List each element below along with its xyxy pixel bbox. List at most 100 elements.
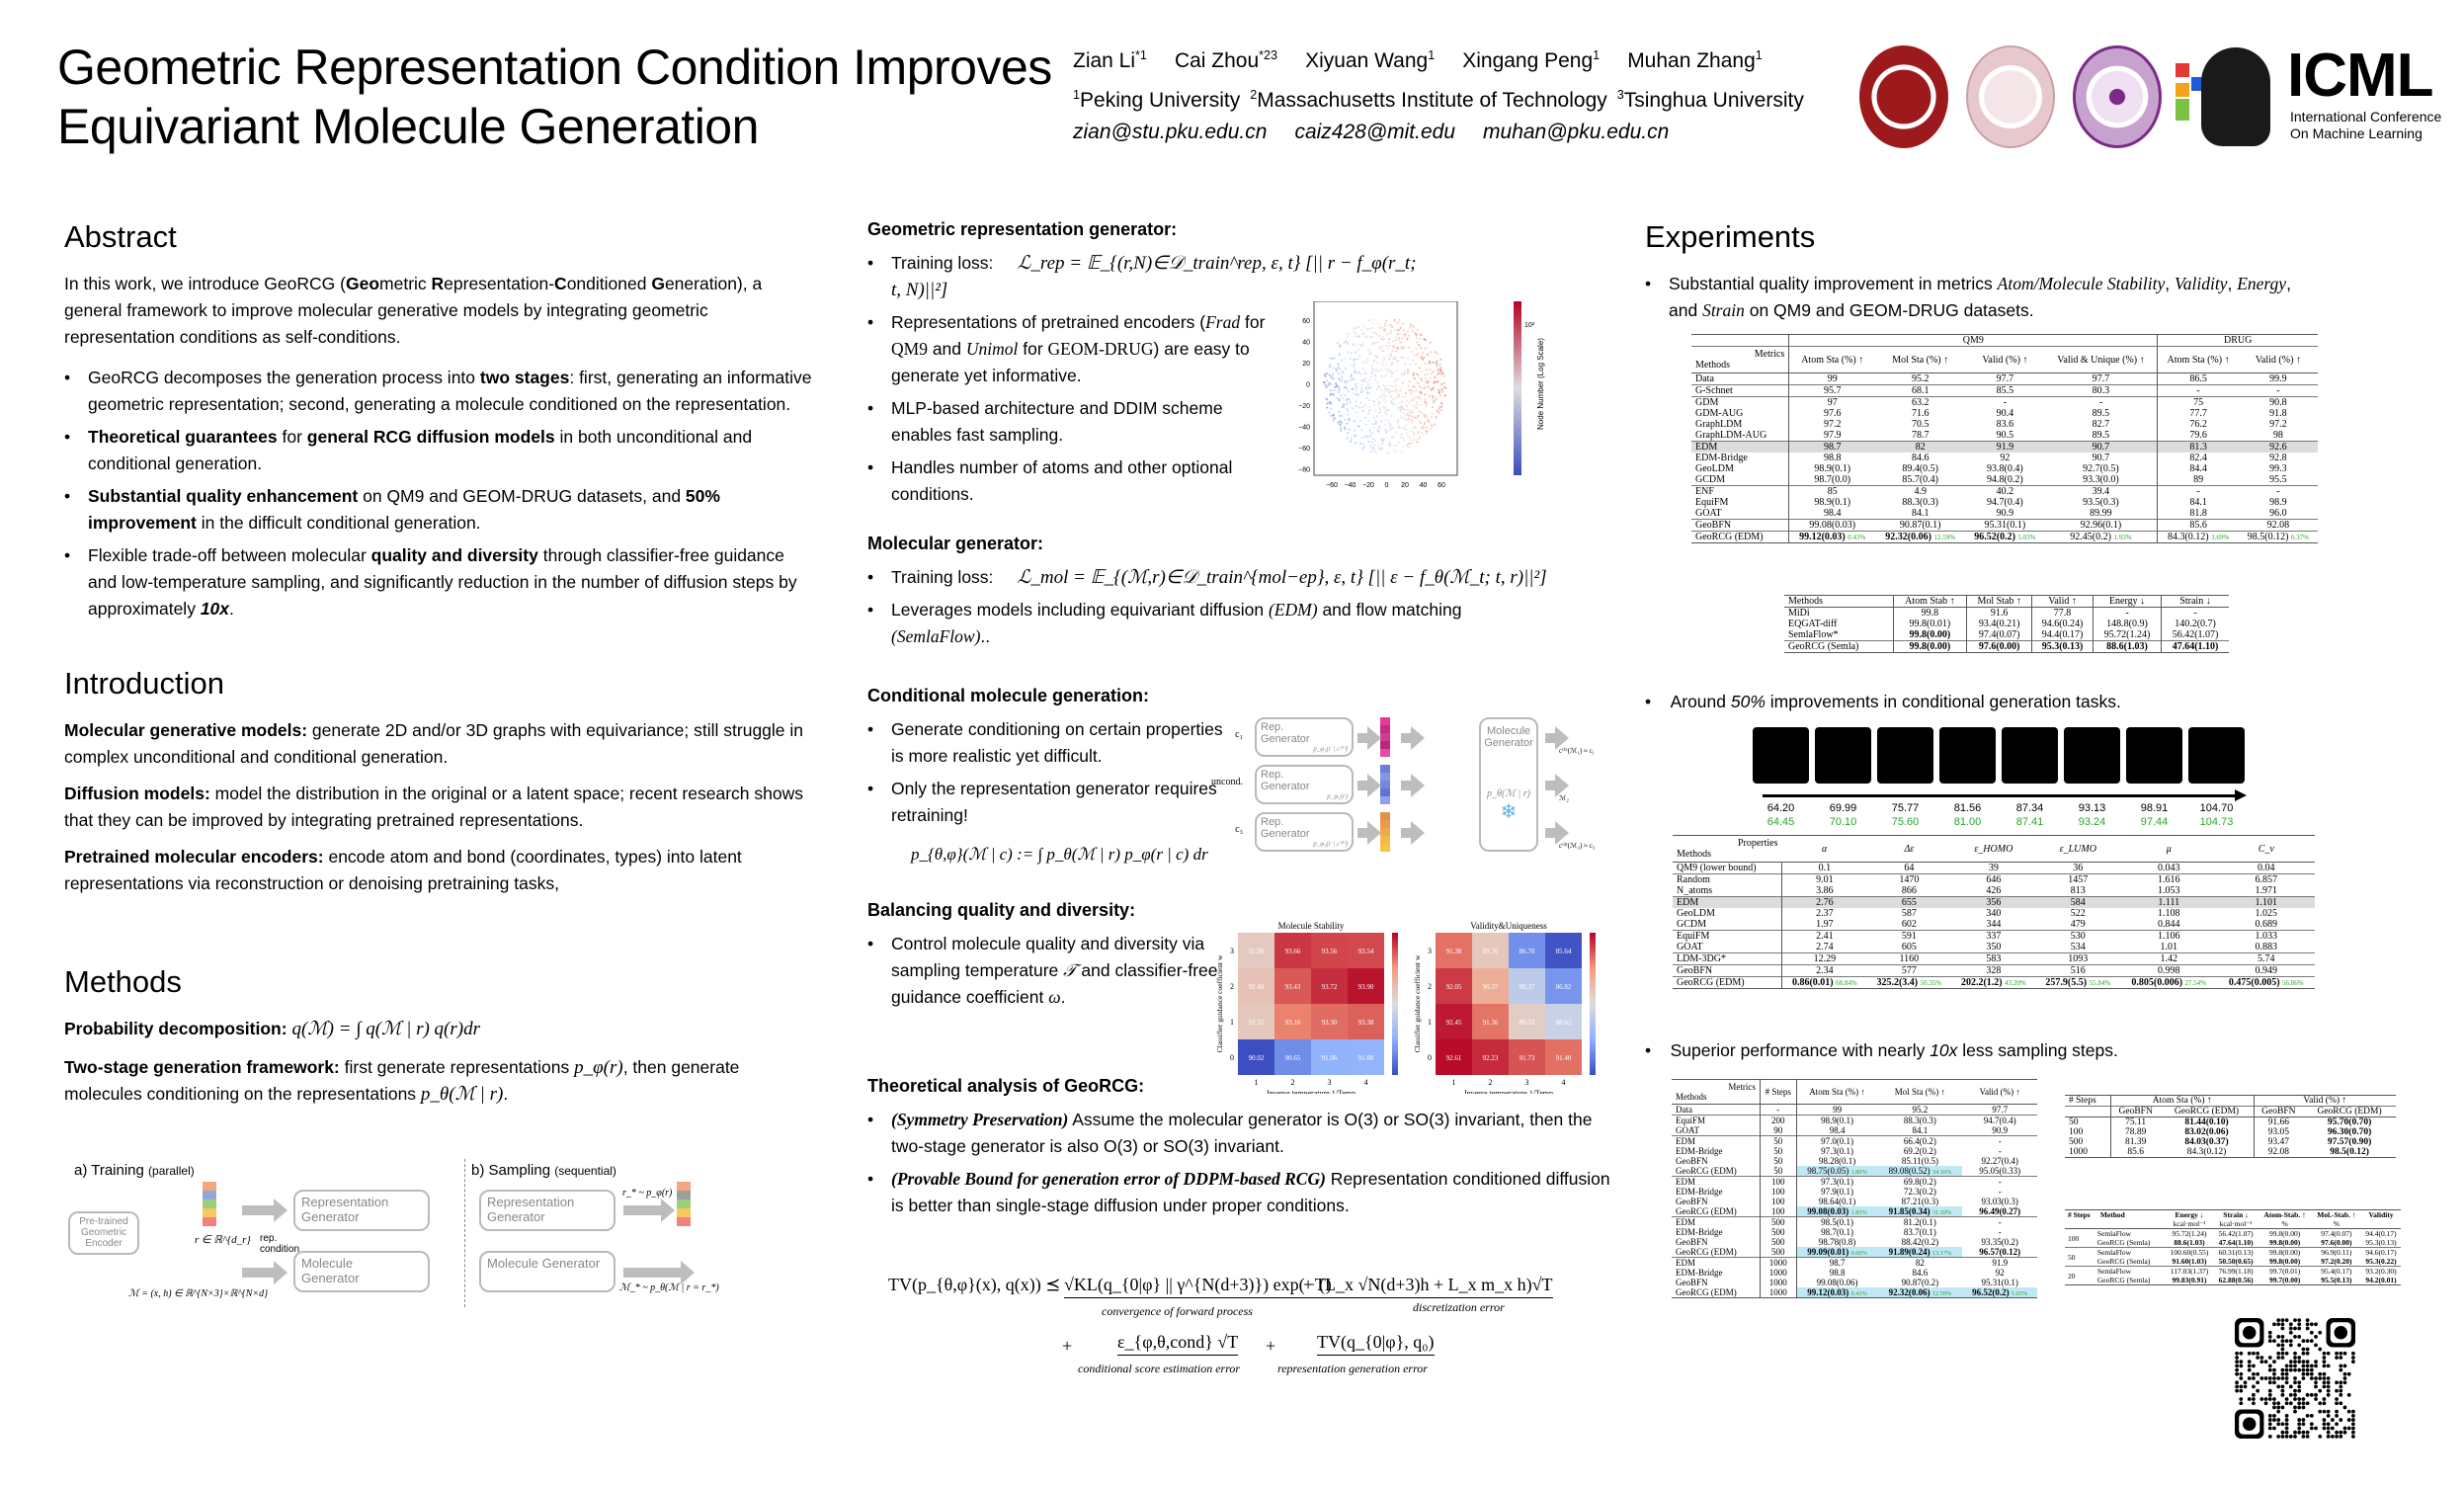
tsne-point	[1353, 344, 1355, 347]
snowflake-icon: ❄	[1500, 801, 1518, 823]
bound-label-discretization: discretization error	[1413, 1300, 1505, 1314]
tsne-point	[1367, 419, 1370, 422]
tsne-point	[1403, 329, 1405, 331]
table-row: GeoBFN 99.08(0.03) 90.87(0.1) 95.31(0.1) 92.…	[1691, 519, 2318, 532]
tsne-point	[1344, 368, 1347, 370]
heatmap-value: 91.06	[1322, 1054, 1338, 1062]
tsne-scatter-plot: 60 40 20 0 −20 −40 −60 −80 −60 −40 −20 0 20 40 60 10²…	[1298, 301, 1545, 489]
email-address[interactable]: caiz428@mit.edu	[1294, 121, 1456, 143]
tsne-point	[1333, 377, 1335, 380]
molecule-thumbnail	[1939, 727, 1996, 784]
tsne-point	[1332, 372, 1335, 375]
tsne-point	[1330, 407, 1333, 410]
table-row: GeoRCG (EDM) 1000 99.12(0.03) 0.43% 92.32(0…	[1672, 1287, 2037, 1298]
tsne-point	[1407, 435, 1409, 438]
sampling-steps-table: Metrics Methods # Steps Atom Sta (%) ↑ Mol S…	[1672, 1079, 2037, 1298]
tsne-point	[1402, 407, 1405, 410]
tsne-point	[1405, 429, 1407, 432]
tsne-point	[1337, 390, 1340, 393]
tsne-point	[1378, 385, 1380, 388]
tsne-point	[1381, 437, 1384, 440]
tsne-point	[1390, 372, 1393, 373]
experiments-heading: Experiments	[1645, 219, 1816, 254]
mit-logo	[1966, 45, 2055, 148]
tsne-point	[1440, 405, 1443, 408]
column-header: Atom Sta (%) ↑	[2157, 346, 2239, 373]
tsne-point	[1380, 369, 1383, 372]
tsne-point	[1366, 357, 1369, 360]
tsne-point	[1354, 429, 1356, 432]
tsne-point	[1432, 361, 1435, 364]
tsne-point	[1363, 335, 1366, 338]
tsne-point	[1419, 377, 1422, 380]
email-address[interactable]: muhan@pku.edu.cn	[1483, 121, 1670, 143]
tsne-point	[1436, 374, 1438, 376]
tsne-point	[1365, 381, 1368, 383]
tsne-point	[1403, 335, 1406, 338]
tsne-point	[1397, 360, 1400, 363]
tsne-point	[1362, 379, 1365, 382]
tsne-point	[1416, 403, 1419, 406]
tsne-point	[1361, 437, 1363, 440]
tsne-point	[1392, 358, 1395, 361]
representation-vector-icon	[203, 1182, 216, 1226]
tsne-point	[1344, 379, 1347, 382]
tsne-point	[1365, 335, 1367, 338]
tsne-point	[1419, 337, 1422, 340]
tsne-point	[1357, 393, 1360, 396]
tsne-point	[1396, 329, 1399, 332]
target-value: 87.34	[2015, 802, 2044, 814]
tsne-point	[1414, 416, 1416, 419]
tsne-point	[1373, 369, 1375, 372]
tsne-point	[1373, 342, 1376, 345]
tsne-point	[1419, 356, 1422, 359]
tsne-point	[1389, 384, 1392, 387]
tsne-point	[1330, 402, 1333, 405]
bound-term-forward: √KL(q_{0|φ} || γ^{N(d+3)}) exp(−T)	[1064, 1275, 1332, 1298]
tsne-point	[1380, 337, 1382, 340]
tsne-point	[1375, 369, 1378, 372]
tsne-point	[1328, 411, 1331, 414]
heatmap-value: 90.37	[1483, 983, 1499, 991]
tsne-point	[1359, 372, 1362, 375]
tsne-point	[1360, 429, 1363, 432]
tsne-y-tick: 40	[1302, 340, 1310, 347]
table-row: QM9 (lower bound) 0.1 64 39 36 0.043 0.04	[1673, 862, 2315, 874]
table-row: GCDM 1.97 602 344 479 0.844 0.689	[1673, 919, 2315, 931]
tsne-point	[1391, 350, 1394, 353]
tsne-point	[1415, 381, 1418, 384]
column-header: Valid ↑	[2031, 595, 2094, 608]
theory-bullet: (Provable Bound for generation error of …	[867, 1166, 1618, 1219]
tsne-point	[1351, 387, 1354, 390]
tsne-point	[1369, 319, 1371, 322]
tsne-point	[1405, 391, 1408, 394]
tsne-point	[1395, 432, 1398, 435]
tsne-point	[1396, 378, 1399, 381]
table-row: SemlaFlow* 99.8(0.00) 97.4(0.07) 94.4(0.17)…	[1784, 629, 2229, 641]
email-address[interactable]: zian@stu.pku.edu.cn	[1073, 121, 1268, 143]
tsne-point	[1403, 418, 1406, 421]
tsne-point	[1418, 344, 1421, 346]
tsne-point	[1439, 367, 1442, 370]
abstract-heading: Abstract	[64, 219, 177, 254]
heatmap-cell	[1274, 1039, 1311, 1075]
tsne-point	[1373, 451, 1376, 454]
tsne-point	[1373, 331, 1376, 334]
tsne-point	[1367, 412, 1370, 415]
heatmap-cell	[1274, 1004, 1311, 1039]
heatmap-x-tick: 1	[1452, 1078, 1456, 1087]
tsne-point	[1333, 357, 1336, 360]
qr-code[interactable]	[2235, 1318, 2355, 1439]
bound-term-score: ε_{φ,θ,cond} √T	[1117, 1332, 1239, 1356]
tsne-point	[1385, 394, 1388, 397]
author-name: Muhan Zhang1	[1627, 48, 1763, 72]
tsne-point	[1435, 362, 1437, 365]
tsne-point	[1431, 425, 1434, 427]
tsne-x-tick: 0	[1385, 482, 1389, 489]
tsne-point	[1339, 427, 1342, 430]
tsne-point	[1404, 408, 1407, 411]
mol-generator-bullets: Training loss: ℒ_mol = 𝔼_{(ℳ,r)∈𝒟_train^…	[867, 564, 1618, 650]
tsne-point	[1332, 413, 1335, 416]
tsne-point	[1415, 389, 1418, 392]
tsne-point	[1383, 328, 1386, 331]
